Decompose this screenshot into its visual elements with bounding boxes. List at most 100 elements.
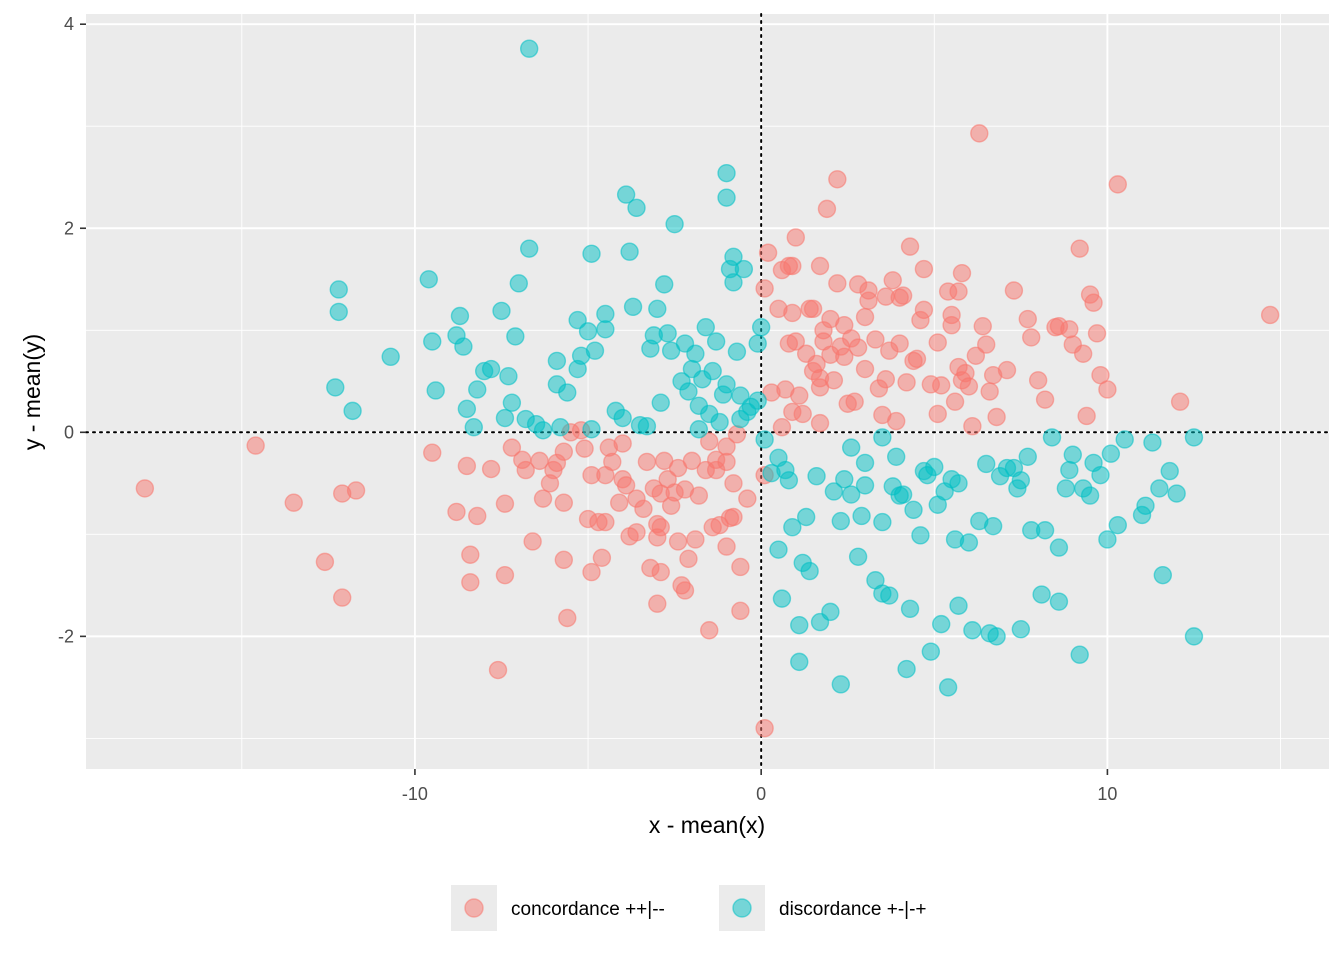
point-concordance — [890, 334, 909, 353]
point-concordance — [803, 299, 823, 319]
point-discordance — [835, 470, 854, 489]
point-concordance — [817, 199, 837, 219]
point-discordance — [1184, 627, 1204, 646]
point-concordance — [554, 493, 574, 512]
point-concordance — [533, 489, 553, 508]
point-concordance — [897, 373, 916, 392]
point-discordance — [1070, 645, 1089, 664]
point-concordance — [447, 502, 466, 522]
point-discordance — [855, 476, 875, 495]
point-discordance — [731, 386, 750, 405]
point-discordance — [1056, 479, 1076, 498]
point-discordance — [464, 418, 483, 437]
x-tick-label: 0 — [756, 784, 766, 804]
point-concordance — [932, 376, 951, 395]
point-discordance — [800, 561, 819, 581]
legend-swatch-discordance — [732, 898, 752, 918]
y-tick-label: 2 — [64, 218, 74, 238]
point-discordance — [1091, 465, 1110, 485]
point-discordance — [326, 378, 345, 397]
point-concordance — [610, 493, 629, 512]
point-discordance — [796, 507, 816, 527]
point-discordance — [772, 589, 792, 608]
point-discordance — [582, 420, 601, 439]
point-concordance — [502, 438, 522, 457]
y-axis-title: y - mean(y) — [19, 334, 45, 450]
point-discordance — [665, 214, 684, 234]
point-discordance — [873, 428, 892, 447]
point-concordance — [700, 621, 719, 640]
point-discordance — [1150, 479, 1169, 498]
point-concordance — [1035, 390, 1055, 409]
point-discordance — [637, 416, 657, 436]
point-concordance — [828, 274, 847, 293]
point-discordance — [1063, 445, 1082, 464]
point-discordance — [769, 540, 788, 559]
point-discordance — [897, 659, 916, 679]
point-discordance — [509, 274, 528, 293]
point-discordance — [1011, 620, 1031, 639]
y-axis-ticks: -2 0 2 4 — [58, 14, 86, 646]
point-discordance — [533, 421, 553, 440]
point-discordance — [620, 242, 639, 261]
point-concordance — [1060, 320, 1079, 339]
point-discordance — [648, 299, 667, 319]
x-axis-title: x - mean(x) — [649, 812, 765, 838]
point-discordance — [613, 408, 632, 428]
point-concordance — [651, 562, 670, 582]
point-concordance — [495, 494, 515, 513]
data-points — [135, 39, 1280, 738]
point-discordance — [724, 247, 743, 267]
point-discordance — [900, 599, 920, 619]
point-discordance — [696, 318, 715, 337]
point-concordance — [592, 548, 612, 568]
point-discordance — [824, 482, 844, 501]
y-tick-label: -2 — [58, 626, 74, 646]
point-discordance — [841, 485, 861, 504]
point-concordance — [828, 170, 847, 189]
point-discordance — [873, 512, 892, 532]
point-discordance — [841, 438, 861, 457]
point-concordance — [907, 349, 927, 369]
point-concordance — [461, 573, 480, 592]
point-discordance — [904, 500, 923, 520]
point-concordance — [855, 307, 875, 327]
point-discordance — [1080, 486, 1100, 505]
point-discordance — [1032, 585, 1051, 604]
point-concordance — [1170, 392, 1190, 411]
point-discordance — [727, 342, 747, 361]
point-discordance — [616, 185, 636, 204]
point-concordance — [793, 404, 812, 424]
point-concordance — [928, 333, 947, 352]
point-concordance — [1018, 309, 1037, 329]
point-discordance — [949, 596, 968, 615]
point-discordance — [848, 547, 868, 566]
point-discordance — [495, 408, 515, 428]
point-concordance — [783, 303, 802, 323]
point-discordance — [887, 447, 906, 466]
point-discordance — [1049, 538, 1069, 557]
point-concordance — [488, 660, 508, 680]
point-concordance — [637, 452, 657, 472]
point-discordance — [703, 361, 722, 381]
point-discordance — [679, 382, 698, 401]
point-concordance — [679, 549, 698, 569]
point-discordance — [706, 332, 726, 351]
point-concordance — [963, 416, 982, 436]
point-discordance — [1167, 484, 1186, 503]
point-discordance — [627, 198, 646, 218]
point-discordance — [963, 621, 982, 640]
point-concordance — [516, 460, 535, 480]
point-concordance — [724, 507, 743, 527]
point-discordance — [1035, 521, 1055, 540]
point-discordance — [457, 399, 477, 419]
point-concordance — [772, 418, 792, 437]
point-discordance — [419, 270, 438, 289]
point-discordance — [1042, 428, 1062, 447]
point-concordance — [755, 718, 774, 738]
point-discordance — [499, 366, 518, 386]
point-discordance — [551, 418, 570, 437]
point-concordance — [997, 360, 1017, 380]
point-discordance — [748, 334, 767, 353]
point-concordance — [738, 489, 757, 508]
